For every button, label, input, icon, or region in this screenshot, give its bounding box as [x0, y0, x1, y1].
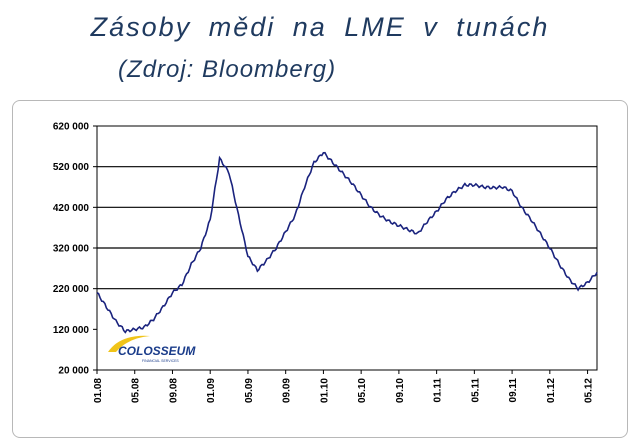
y-tick-label: 220 000	[53, 284, 90, 295]
chart-subtitle: (Zdroj: Bloomberg)	[118, 56, 337, 83]
y-tick-label: 620 000	[53, 122, 90, 133]
x-tick-label: 05.09	[244, 378, 255, 403]
x-tick-label: 01.09	[206, 378, 217, 403]
y-tick-label: 420 000	[53, 203, 90, 214]
y-tick-label: 520 000	[53, 162, 90, 173]
series-layer	[96, 151, 598, 334]
x-tick-label: 09.11	[508, 378, 519, 403]
series-line	[96, 151, 598, 334]
y-tick-label: 320 000	[53, 244, 90, 255]
x-tick-label: 05.10	[357, 378, 368, 403]
x-tick-labels: 01.08 05.08 09.08 01.09 05.09 09.09 01.10 05.10…	[93, 378, 595, 403]
x-tick-label: 05.12	[584, 378, 595, 403]
x-tick-label: 01.10	[319, 378, 330, 403]
grid-layer	[97, 166, 597, 290]
x-tick-label: 05.08	[131, 378, 142, 403]
logo-swoosh	[108, 335, 150, 352]
x-tick-label: 05.11	[470, 378, 481, 403]
x-tick-label: 01.11	[433, 378, 444, 403]
axis-layer	[93, 125, 598, 374]
logo-subtext: FINANCIAL SERVICES	[142, 359, 179, 363]
y-tick-label: 120 000	[53, 325, 90, 336]
colosseum-logo: COLOSSEUM FINANCIAL SERVICES	[108, 335, 196, 363]
x-tick-label: 01.08	[93, 378, 104, 403]
y-tick-labels: 620 000 520 000 420 000 320 000 220 000 120 0…	[53, 122, 90, 377]
x-tick-label: 09.10	[395, 378, 406, 403]
x-tick-label: 01.12	[546, 378, 557, 403]
chart-title: Zásoby mědi na LME v tunách	[90, 12, 550, 42]
x-tick-label: 09.09	[282, 378, 293, 403]
y-tick-label: 20 000	[58, 366, 89, 377]
logo-text: COLOSSEUM	[118, 344, 196, 358]
x-tick-label: 09.08	[168, 378, 179, 403]
